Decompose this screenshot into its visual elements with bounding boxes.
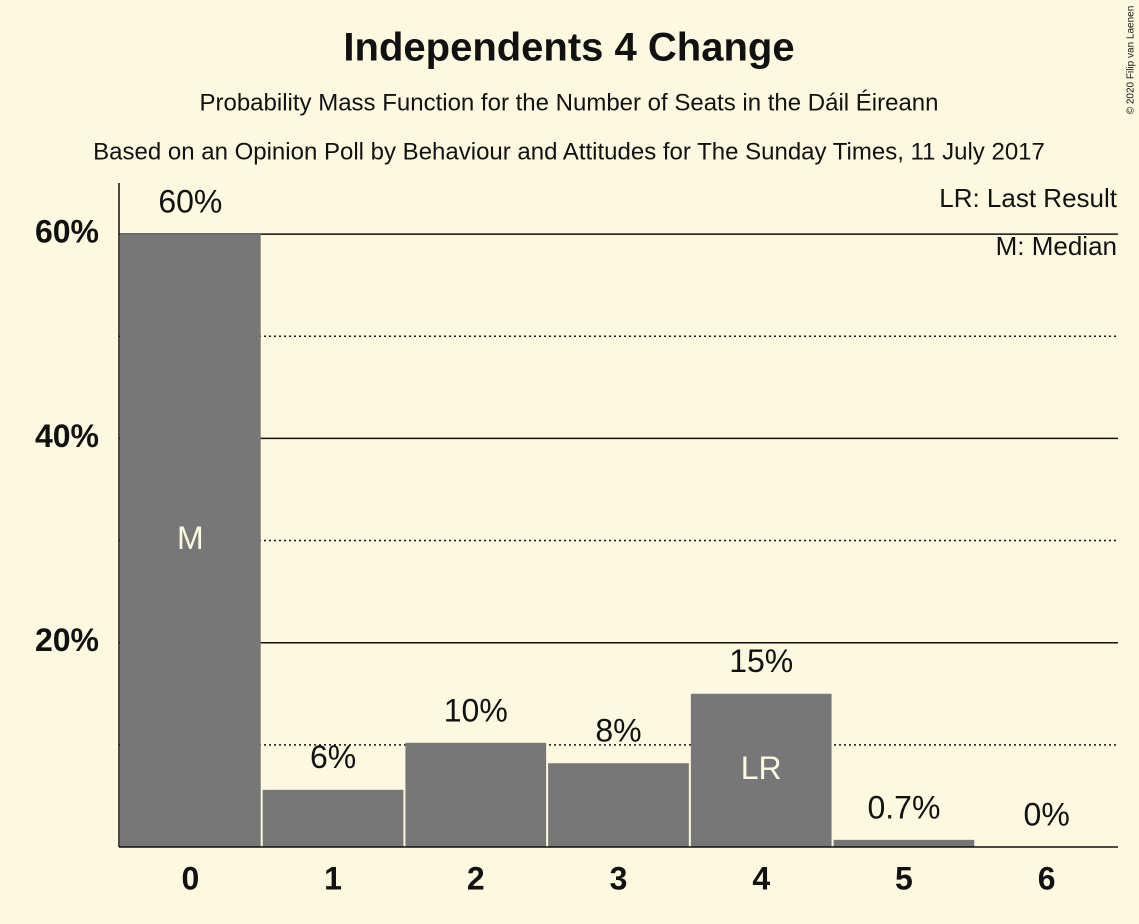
- bar: [548, 763, 689, 847]
- y-tick-label: 60%: [35, 214, 99, 250]
- value-label: 15%: [729, 643, 793, 679]
- value-label: 6%: [310, 739, 356, 775]
- bar: [690, 693, 832, 847]
- legend-entry: LR: Last Result: [939, 183, 1118, 213]
- copyright: © 2020 Filip van Laenen: [1126, 6, 1137, 115]
- value-label: 8%: [595, 713, 641, 749]
- chart-title: Independents 4 Change: [343, 26, 794, 70]
- bar: [120, 234, 261, 848]
- value-label: 60%: [158, 184, 222, 220]
- x-tick-label: 1: [324, 860, 342, 896]
- legend-entry: M: Median: [996, 231, 1117, 261]
- y-tick-label: 20%: [35, 622, 99, 658]
- x-tick-label: 6: [1038, 860, 1056, 896]
- y-tick-label: 40%: [35, 418, 99, 454]
- x-tick-label: 2: [467, 860, 485, 896]
- chart-source: Based on an Opinion Poll by Behaviour an…: [93, 138, 1045, 165]
- bar: [262, 789, 404, 847]
- value-label: 0.7%: [867, 789, 940, 825]
- x-tick-label: 3: [610, 860, 628, 896]
- value-label: 10%: [444, 692, 508, 728]
- bar-annotation: M: [177, 520, 204, 556]
- value-label: 0%: [1024, 796, 1070, 832]
- x-tick-label: 5: [895, 860, 913, 896]
- bar: [405, 742, 547, 847]
- bar-annotation: LR: [741, 750, 782, 786]
- bar: [833, 839, 975, 847]
- chart-subtitle: Probability Mass Function for the Number…: [199, 89, 938, 116]
- x-tick-label: 0: [181, 860, 199, 896]
- x-tick-label: 4: [752, 860, 770, 896]
